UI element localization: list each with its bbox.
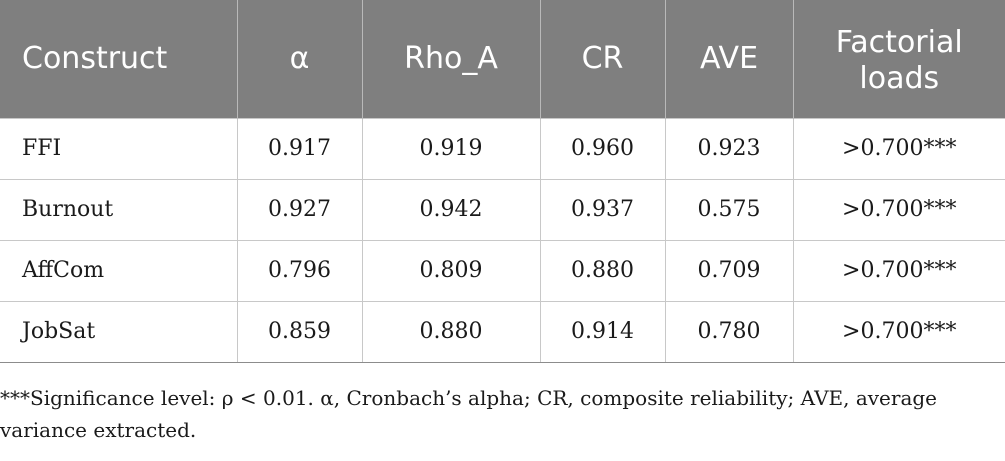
table-row: JobSat 0.859 0.880 0.914 0.780 >0.700*** xyxy=(0,300,1005,363)
table-header: Construct α Rho_A CR AVE Factorial loads xyxy=(0,0,1005,118)
header-row: Construct α Rho_A CR AVE Factorial loads xyxy=(0,0,1005,118)
table-body: FFI 0.917 0.919 0.960 0.923 >0.700*** Bu… xyxy=(0,117,1005,363)
cell-rho-a: 0.809 xyxy=(361,239,541,302)
cell-factorial-loads: >0.700*** xyxy=(792,178,1005,241)
cell-ave: 0.923 xyxy=(664,117,794,180)
table-row: FFI 0.917 0.919 0.960 0.923 >0.700*** xyxy=(0,117,1005,180)
cell-factorial-loads: >0.700*** xyxy=(792,117,1005,180)
cell-factorial-loads: >0.700*** xyxy=(792,300,1005,363)
cell-alpha: 0.927 xyxy=(236,178,363,241)
cell-construct: Burnout xyxy=(0,178,238,241)
cell-cr: 0.880 xyxy=(539,239,666,302)
cell-cr: 0.914 xyxy=(539,300,666,363)
table-row: AffCom 0.796 0.809 0.880 0.709 >0.700*** xyxy=(0,239,1005,302)
header-construct: Construct xyxy=(22,40,168,76)
table-footnote: ***Significance level: ρ < 0.01. α, Cron… xyxy=(0,386,938,442)
cell-construct: AffCom xyxy=(0,239,238,302)
header-alpha: α xyxy=(236,0,362,118)
cell-cr: 0.937 xyxy=(539,178,666,241)
header-ave: AVE xyxy=(664,0,793,118)
cell-rho-a: 0.880 xyxy=(361,300,541,363)
table-row: Burnout 0.927 0.942 0.937 0.575 >0.700**… xyxy=(0,178,1005,241)
cell-alpha: 0.917 xyxy=(236,117,363,180)
header-cr: CR xyxy=(539,0,665,118)
cell-rho-a: 0.942 xyxy=(361,178,541,241)
reliability-table: Construct α Rho_A CR AVE Factorial loads… xyxy=(0,0,1005,363)
cell-rho-a: 0.919 xyxy=(361,117,541,180)
cell-factorial-loads: >0.700*** xyxy=(792,239,1005,302)
cell-construct: JobSat xyxy=(0,300,238,363)
cell-ave: 0.780 xyxy=(664,300,794,363)
header-rho-a: Rho_A xyxy=(361,0,540,118)
cell-ave: 0.575 xyxy=(664,178,794,241)
cell-cr: 0.960 xyxy=(539,117,666,180)
cell-ave: 0.709 xyxy=(664,239,794,302)
cell-alpha: 0.859 xyxy=(236,300,363,363)
cell-construct: FFI xyxy=(0,117,238,180)
cell-alpha: 0.796 xyxy=(236,239,363,302)
header-factorial-loads: Factorial loads xyxy=(792,0,1005,118)
